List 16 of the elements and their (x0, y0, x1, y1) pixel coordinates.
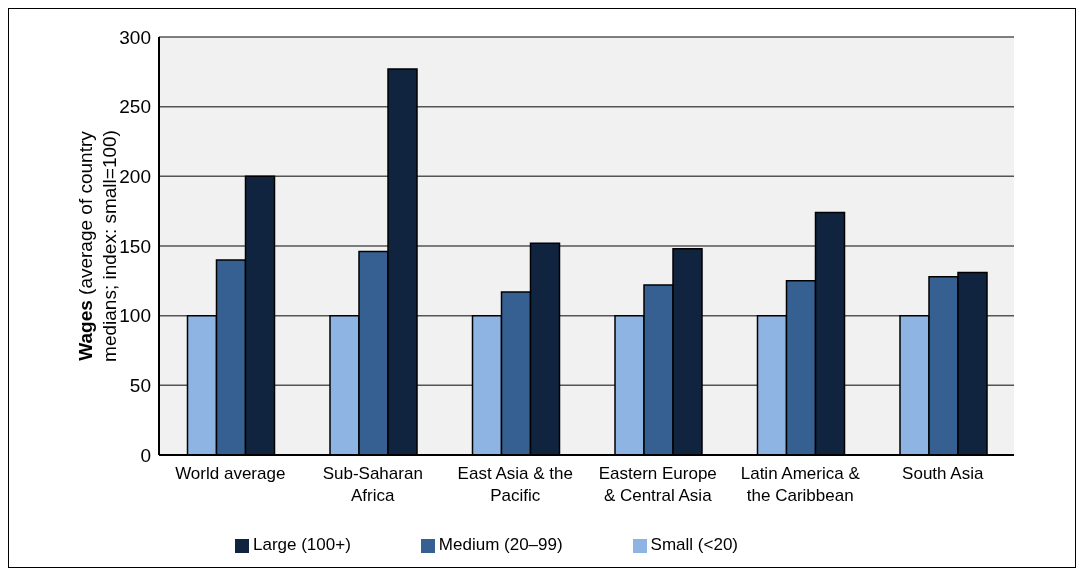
y-tick-label: 200 (119, 166, 151, 188)
x-tick-label: Sub-Saharan Africa (322, 464, 423, 505)
y-tick-label: 100 (119, 305, 151, 327)
x-tick-label: East Asia & the Pacific (457, 464, 573, 505)
y-tick-label: 250 (119, 96, 151, 118)
x-tick-label: South Asia (902, 464, 984, 483)
legend-label: Large (100+) (253, 535, 351, 554)
legend-label: Small (<20) (650, 535, 738, 554)
y-tick-label: 50 (129, 375, 151, 397)
x-tick-label: Eastern Europe & Central Asia (598, 464, 717, 505)
legend-label: Medium (20–99) (438, 535, 563, 554)
y-tick-label: 0 (140, 444, 151, 466)
y-tick-label: 150 (119, 235, 151, 257)
y-tick-label: 300 (119, 26, 151, 48)
x-tick-label: World average (175, 464, 286, 483)
x-tick-label: Latin America & the Caribbean (740, 464, 861, 505)
